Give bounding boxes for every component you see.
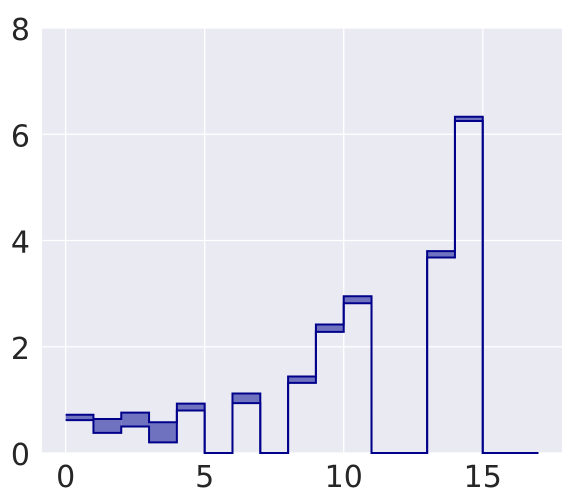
y-tick-label: 6 xyxy=(11,119,30,154)
fill-band xyxy=(343,296,372,304)
y-tick-label: 8 xyxy=(11,13,30,48)
fill-band xyxy=(149,422,177,443)
fill-between-layer xyxy=(65,116,483,443)
x-tick-label: 15 xyxy=(464,460,502,495)
fill-band xyxy=(288,376,316,383)
fill-band xyxy=(427,251,455,258)
x-tick-label: 0 xyxy=(56,460,75,495)
fill-band xyxy=(176,403,205,411)
lower-step-line xyxy=(65,119,539,454)
grid xyxy=(42,27,562,454)
fill-band xyxy=(232,393,261,404)
fill-band xyxy=(315,324,344,332)
y-tick-label: 0 xyxy=(11,438,30,473)
fill-band xyxy=(121,412,150,427)
fill-band xyxy=(93,419,122,433)
tick-labels: 0 5 10 15 0 2 4 6 8 xyxy=(11,13,502,495)
x-tick-label: 10 xyxy=(325,460,363,495)
y-tick-label: 4 xyxy=(11,226,30,261)
y-tick-label: 2 xyxy=(11,332,30,367)
x-tick-label: 5 xyxy=(195,460,214,495)
step-lines-layer xyxy=(65,115,539,454)
fill-band xyxy=(454,116,483,121)
fill-band xyxy=(65,414,94,421)
